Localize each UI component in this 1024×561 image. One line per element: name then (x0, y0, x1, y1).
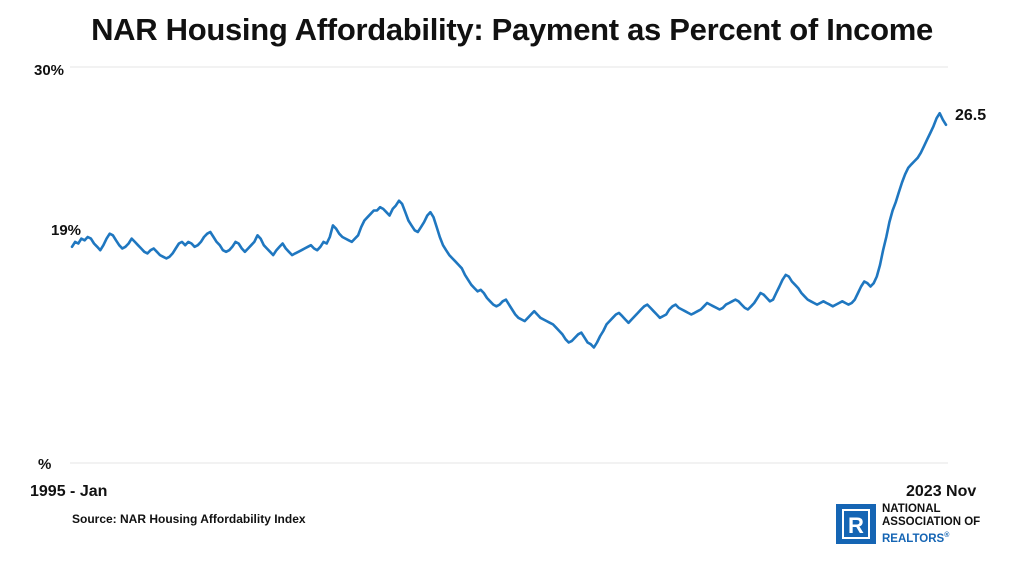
x-end-label: 2023 Nov (906, 483, 976, 500)
chart-title: NAR Housing Affordability: Payment as Pe… (91, 12, 933, 47)
y-annotation-label: 19% (51, 222, 81, 239)
logo-line-1: NATIONAL (882, 503, 941, 515)
nar-logo: R NATIONAL ASSOCIATION OF REALTORS® (836, 503, 980, 546)
logo-wordmark: NATIONAL ASSOCIATION OF REALTORS® (882, 503, 980, 546)
series-line (70, 111, 948, 349)
logo-reg-mark: ® (944, 532, 950, 539)
source-note: Source: NAR Housing Affordability Index (72, 512, 306, 526)
logo-line-2: ASSOCIATION OF (882, 516, 981, 528)
logo-line-3: REALTORS (882, 532, 945, 545)
svg-text:R: R (848, 513, 864, 538)
end-value-label: 26.5 (955, 107, 986, 124)
x-start-label: 1995 - Jan (30, 483, 107, 500)
y-bottom-label: % (38, 456, 51, 473)
realtor-r-icon: R (836, 504, 876, 545)
y-top-label: 30% (34, 62, 64, 79)
